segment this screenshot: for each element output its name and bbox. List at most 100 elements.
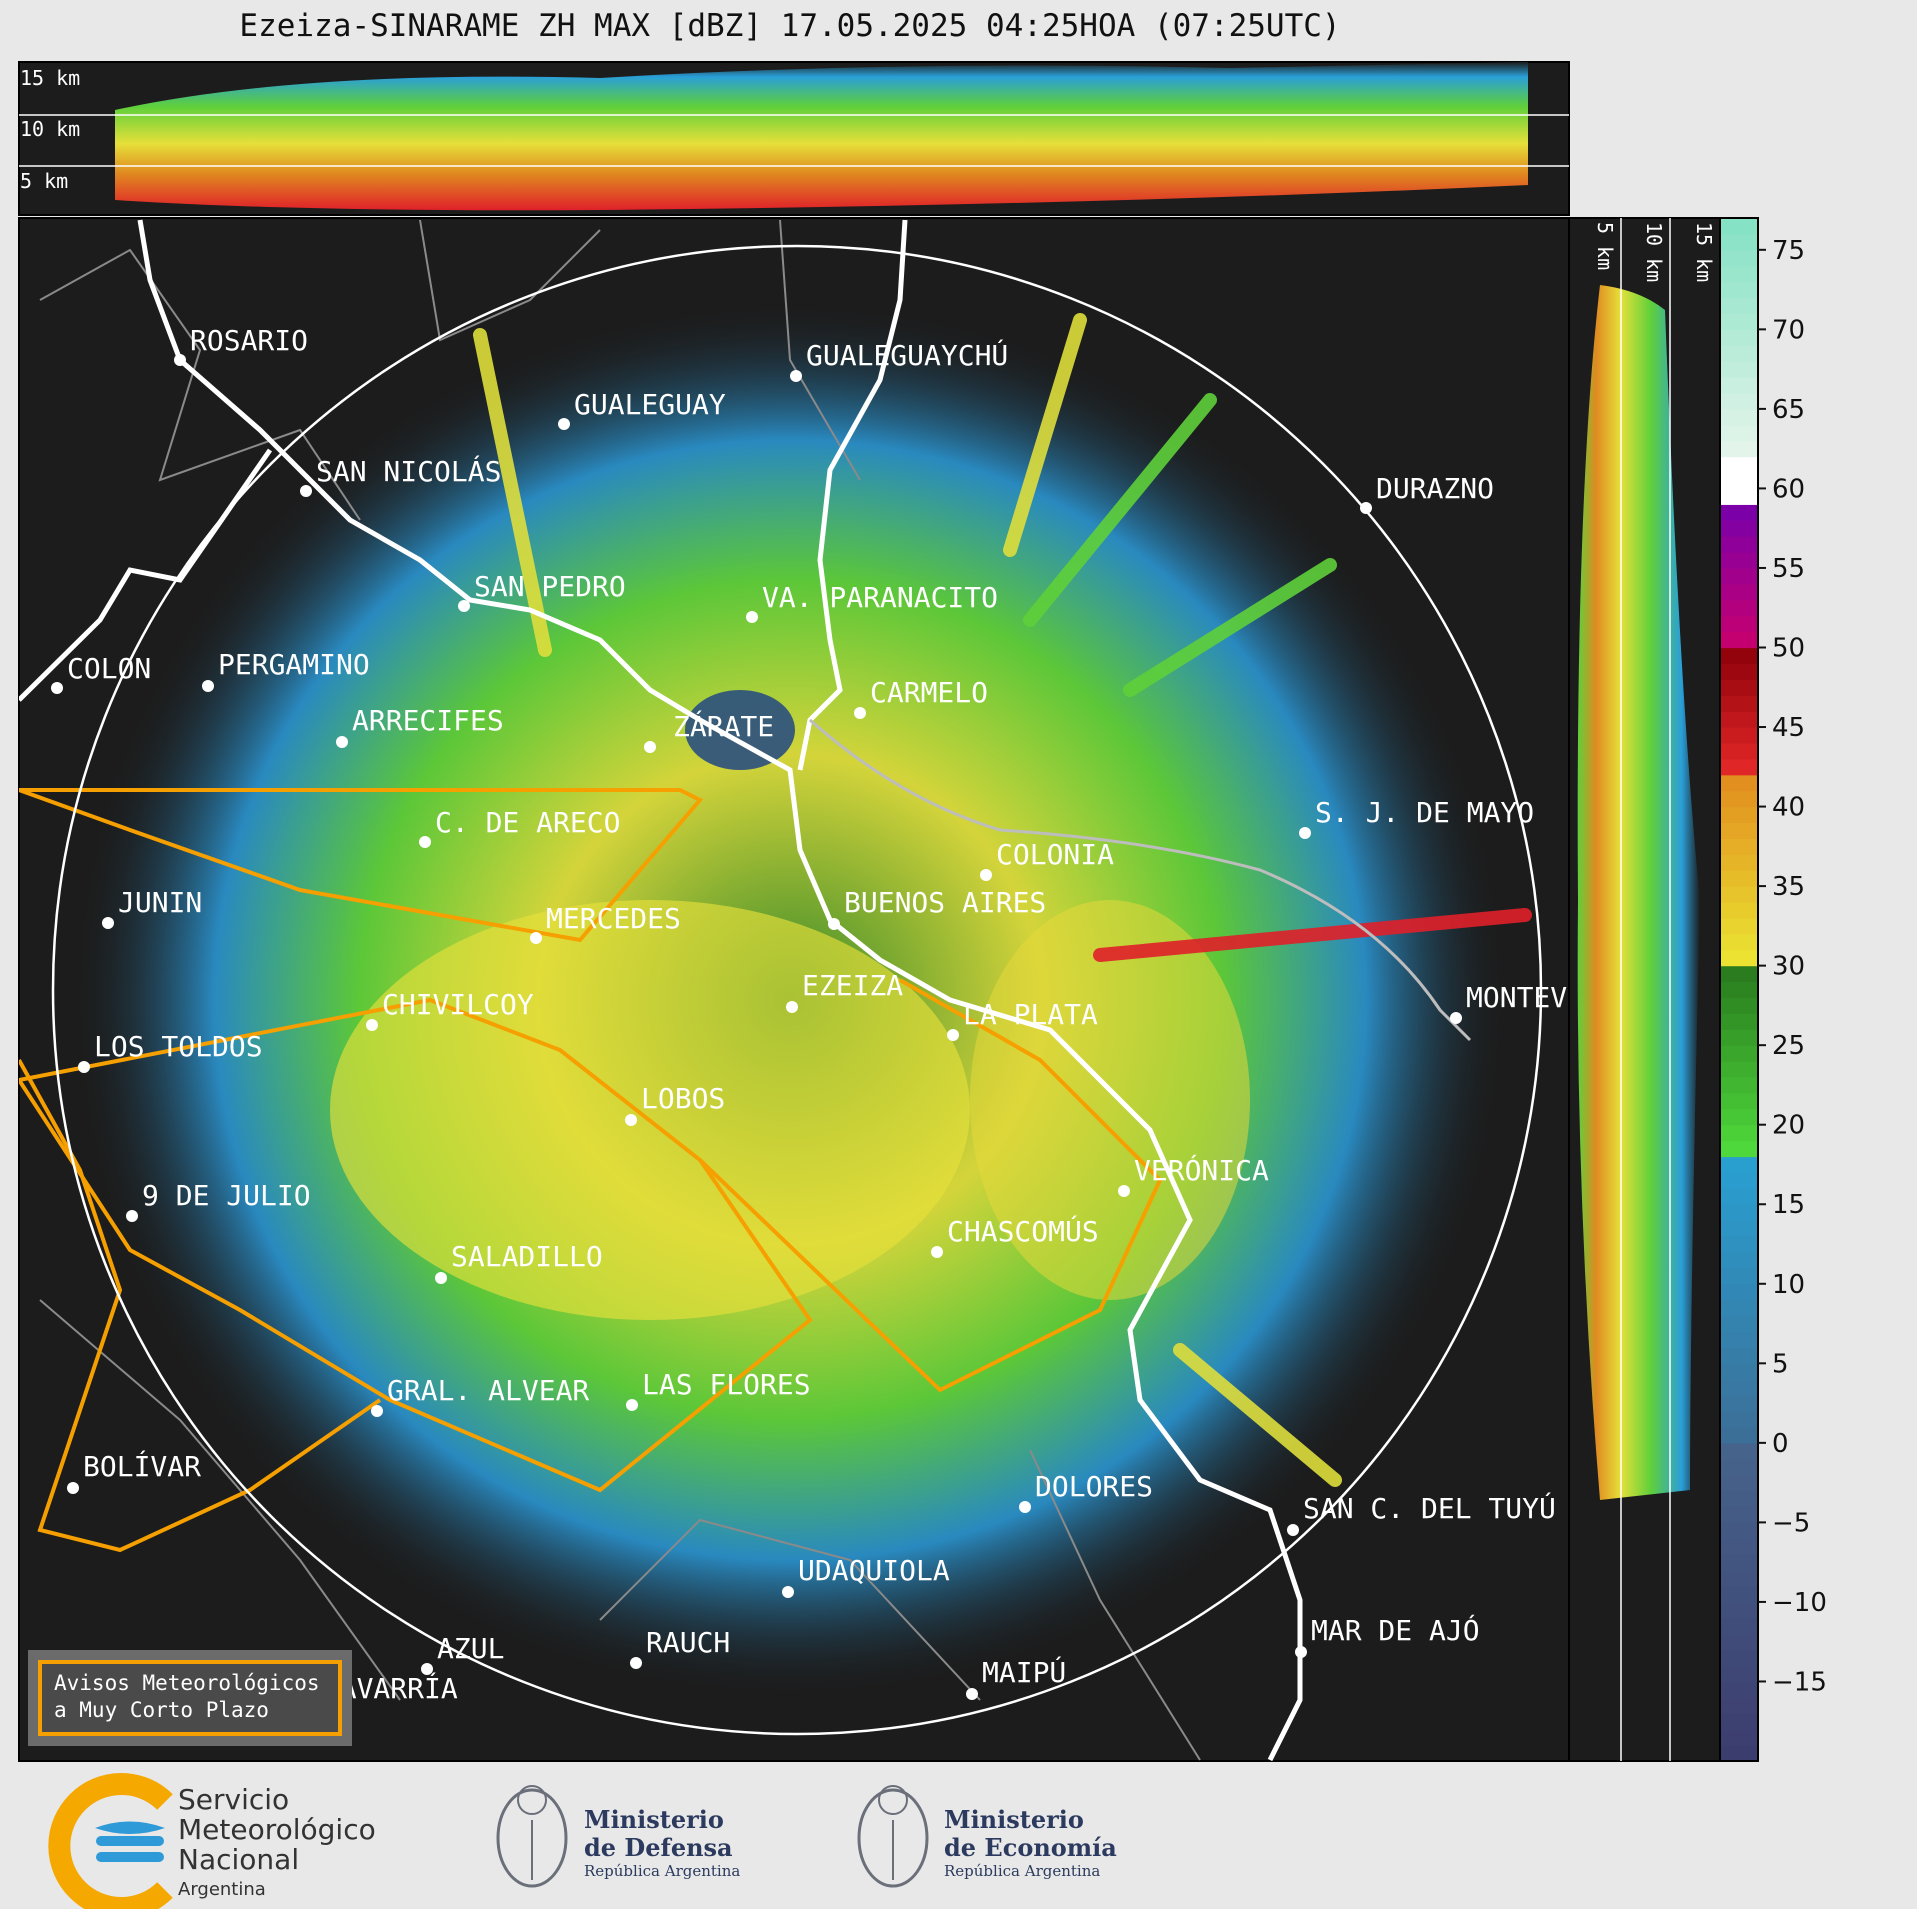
colorbar-tick-label: 25 [1772, 1031, 1805, 1061]
colorbar-cell [1720, 424, 1758, 442]
colorbar-cell [1720, 1395, 1758, 1412]
colorbar-tick-label: 35 [1772, 872, 1805, 902]
colorbar-cell [1720, 536, 1758, 553]
colorbar-cell [1720, 1172, 1758, 1189]
colorbar-cell [1720, 297, 1758, 315]
uruguay-coast [809, 718, 1472, 1042]
city-label: PERGAMINO [218, 648, 370, 681]
colorbar-cell [1720, 440, 1758, 458]
range-ring [51, 244, 1543, 1736]
city-label: RAUCH [646, 1626, 730, 1659]
colorbar-tick-label: −10 [1772, 1588, 1827, 1618]
city-label: SALADILLO [451, 1240, 603, 1273]
colorbar-cell [1720, 1108, 1758, 1126]
economia-seal-icon [857, 1785, 929, 1888]
colorbar-cell [1720, 218, 1758, 235]
colorbar-cell [1720, 631, 1758, 649]
economia-logo: Ministerio de Economía República Argenti… [944, 1805, 1117, 1881]
city-label: 9 DE JULIO [142, 1179, 311, 1212]
colorbar-cell [1720, 1490, 1758, 1508]
city-label: S. J. DE MAYO [1315, 796, 1534, 829]
city-label: VERÓNICA [1134, 1153, 1269, 1187]
colorbar-cell [1720, 408, 1758, 426]
colorbar-cell [1720, 1458, 1758, 1476]
colorbar-cell [1720, 663, 1758, 680]
colorbar-tick-label: 50 [1772, 633, 1805, 663]
side-height-label: 10 km [1642, 222, 1666, 282]
city-label: DOLORES [1035, 1470, 1153, 1503]
colorbar-cell [1720, 949, 1758, 967]
colorbar-cell [1720, 1251, 1758, 1269]
colorbar-cell [1720, 1045, 1758, 1062]
colorbar-cell [1720, 615, 1758, 633]
colorbar-cell [1720, 1601, 1758, 1619]
defensa-line: de Defensa [584, 1833, 733, 1862]
colorbar-cell [1720, 265, 1758, 283]
colorbar-cell [1720, 1156, 1758, 1174]
smn-line: Meteorológico [178, 1813, 376, 1846]
warnings-legend-line: Avisos Meteorológicos [54, 1671, 320, 1695]
colorbar-cell [1720, 933, 1758, 951]
city-label: GUALEGUAYCHÚ [806, 338, 1008, 372]
colorbar-cell [1720, 1713, 1758, 1730]
colorbar-tick-label: 30 [1772, 952, 1805, 982]
colorbar-cell [1720, 1474, 1758, 1492]
colorbar-cell [1720, 1745, 1758, 1762]
city-label: UDAQUIOLA [798, 1554, 950, 1587]
colorbar-tick-label: 40 [1772, 793, 1805, 823]
warning-polygons [19, 788, 1163, 1553]
colorbar-tick-label: 60 [1772, 474, 1805, 504]
colorbar-cell [1720, 774, 1758, 792]
colorbar-cell [1720, 233, 1758, 251]
smn-logo [48, 1773, 173, 1909]
colorbar-tick-label: −15 [1772, 1667, 1827, 1697]
city-label: COLON [67, 652, 151, 685]
colorbar-cell [1720, 1729, 1758, 1746]
colorbar-cell [1720, 1586, 1758, 1603]
colorbar-cell [1720, 329, 1758, 346]
colorbar-cell [1720, 647, 1758, 665]
top-height-label: 10 km [20, 117, 80, 141]
colorbar-cell [1720, 1442, 1758, 1460]
colorbar-tick-label: −5 [1772, 1508, 1810, 1538]
city-label: MAIPÚ [982, 1655, 1066, 1689]
smn-line: Servicio [178, 1783, 290, 1816]
colorbar-cell [1720, 838, 1758, 855]
colorbar-cell [1720, 1617, 1758, 1635]
colorbar-cell [1720, 281, 1758, 299]
side-height-label: 15 km [1692, 222, 1716, 282]
colorbar-cell [1720, 488, 1758, 505]
colorbar-cell [1720, 727, 1758, 744]
colorbar-tick-label: 45 [1772, 713, 1805, 743]
city-label: SAN PEDRO [474, 570, 626, 603]
city-label: C. DE ARECO [435, 806, 620, 839]
city-label: MERCEDES [546, 902, 681, 935]
warnings-legend-line: a Muy Corto Plazo [54, 1698, 269, 1722]
colorbar-cell [1720, 1204, 1758, 1221]
colorbar-cell [1720, 917, 1758, 935]
defensa-line: Ministerio [584, 1805, 724, 1834]
city-label: DURAZNO [1376, 472, 1494, 505]
city-label: BOLÍVAR [83, 1449, 201, 1483]
city-label: MONTEVIDEO [1466, 981, 1635, 1014]
city-label: GUALEGUAY [574, 388, 726, 421]
colorbar-cell [1720, 552, 1758, 569]
coastline [19, 219, 1303, 1761]
colorbar-tick-label: 5 [1772, 1349, 1789, 1379]
city-label: CHASCOMÚS [947, 1214, 1099, 1248]
city-label: ROSARIO [190, 324, 308, 357]
colorbar-cell [1720, 567, 1758, 585]
side-height-panel: 5 km 10 km 15 km [1568, 217, 1721, 1762]
city-label: MAR DE AJÓ [1311, 1613, 1480, 1647]
colorbar-cell [1720, 1363, 1758, 1380]
colorbar-cell [1720, 392, 1758, 410]
colorbar-cell [1720, 504, 1758, 521]
smn-line: Argentina [178, 1879, 266, 1900]
defensa-seal-icon [496, 1785, 568, 1888]
city-label: EZEIZA [802, 969, 903, 1002]
city-label: CARMELO [870, 676, 988, 709]
colorbar-cell [1720, 806, 1758, 824]
colorbar-cell [1720, 711, 1758, 728]
economia-line: Ministerio [944, 1805, 1084, 1834]
